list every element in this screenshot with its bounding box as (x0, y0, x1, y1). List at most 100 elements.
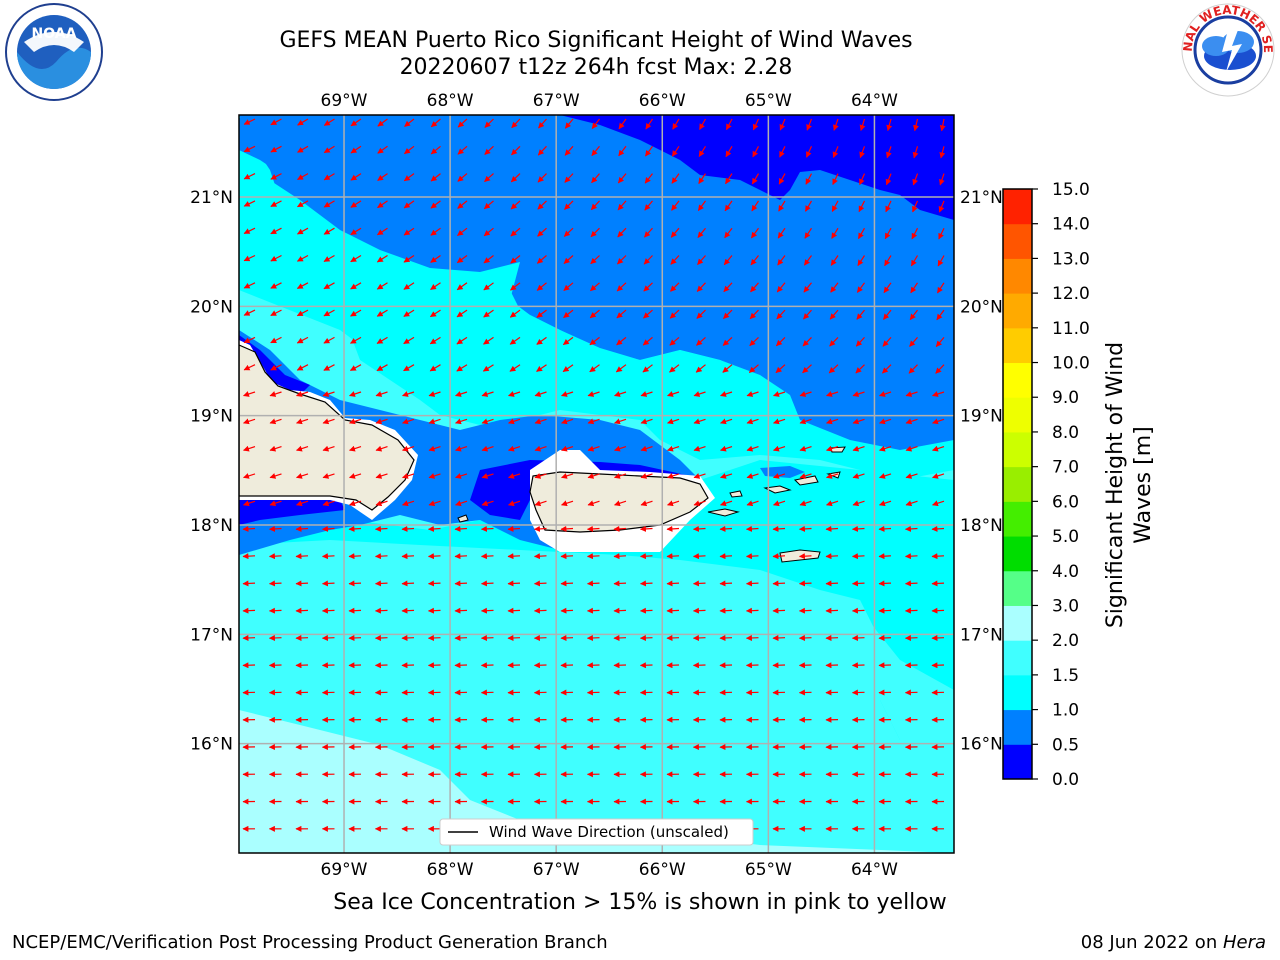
wave-arrow (745, 525, 759, 532)
wave-arrow (323, 173, 335, 181)
map-tick-labels: 69°W 69°W 68°W 68°W 67°W 67°W 66°W 66°W 65°W 65°W… (190, 91, 1003, 880)
wave-arrow (904, 607, 918, 614)
wave-arrow (270, 254, 282, 262)
lon-tick-label-top: 68°W (427, 91, 474, 111)
wave-arrow (376, 254, 388, 263)
colorbar-label-line1: Significant Height of Wind (1103, 342, 1128, 628)
wave-arrow (886, 118, 893, 132)
wave-arrow (852, 500, 865, 507)
wave-arrow (879, 445, 892, 452)
wave-arrow (884, 255, 892, 267)
wave-direction-arrows (242, 118, 946, 832)
wave-arrow (270, 282, 282, 289)
wave-arrow (831, 227, 839, 239)
wave-arrow (376, 336, 388, 344)
wave-arrow (667, 473, 680, 479)
wave-arrow (243, 336, 256, 344)
wave-arrow (508, 500, 521, 507)
wave-arrow (533, 607, 547, 614)
footer-host: Hera (1222, 932, 1266, 953)
map-legend: Wind Wave Direction (unscaled) (439, 818, 754, 846)
wave-arrow (269, 473, 282, 479)
wave-arrow (613, 580, 627, 587)
wave-arrow (590, 255, 600, 265)
wave-band-1-0-central (239, 460, 954, 770)
colorbar-tick-label: 11.0 (1052, 319, 1090, 339)
wave-arrow (829, 336, 839, 347)
wave-arrow (693, 418, 706, 425)
wave-arrow (692, 580, 706, 587)
wave-arrow (826, 391, 839, 397)
wave-arrow (804, 200, 813, 212)
wave-arrow (456, 282, 468, 291)
wave-arrow (536, 364, 547, 372)
wave-arrow (349, 445, 362, 452)
wave-arrow (639, 525, 653, 532)
wave-arrow (745, 553, 759, 560)
wave-arrow (777, 227, 786, 239)
wave-arrow (751, 173, 760, 185)
wave-arrow (350, 118, 362, 127)
wave-arrow (806, 146, 813, 158)
wave-arrow (403, 255, 415, 263)
wave-arrow (773, 418, 786, 425)
wave-arrow (377, 173, 388, 181)
wave-arrow (297, 118, 309, 126)
wave-arrow (509, 364, 521, 372)
wave-arrow (885, 200, 892, 213)
wave-arrow (243, 364, 256, 371)
colorbar-swatch (1003, 709, 1032, 745)
wave-arrow (852, 418, 865, 425)
wave-arrow (905, 418, 918, 425)
wave-arrow (534, 500, 547, 507)
wave-arrow (322, 445, 335, 452)
wave-arrow (725, 118, 733, 131)
wave-arrow (614, 418, 627, 425)
wave-arrow (269, 500, 282, 507)
wave-arrow (746, 391, 759, 397)
wave-arrow (296, 445, 309, 452)
wave-arrow (643, 255, 653, 265)
wave-arrow (851, 580, 865, 587)
wave-arrow (882, 364, 892, 374)
wave-arrow (639, 553, 653, 560)
lat-tick-label-left: 16°N (190, 735, 233, 755)
wave-arrow (855, 364, 865, 374)
wave-arrow (614, 473, 627, 479)
wave-band-1-5-east (820, 600, 954, 770)
wave-arrow (640, 445, 653, 452)
sea-ice-caption: Sea Ice Concentration > 15% is shown in … (333, 890, 947, 915)
lat-tick-label-left: 21°N (190, 188, 233, 208)
wave-arrow (826, 445, 839, 452)
wave-band-2-0 (239, 710, 954, 853)
wave-arrow (377, 118, 388, 127)
wave-arrow (806, 118, 813, 131)
wave-arrow (270, 364, 282, 371)
wave-arrow (640, 418, 653, 425)
wave-arrow (321, 580, 335, 587)
wave-arrow (722, 364, 733, 373)
lon-tick-label-bottom: 65°W (745, 860, 792, 880)
wave-arrow (403, 336, 415, 345)
wave-arrow (695, 364, 706, 373)
wave-arrow (832, 118, 839, 131)
wave-arrow (457, 145, 468, 155)
wave-arrow (745, 580, 759, 587)
wave-arrow (750, 227, 759, 239)
wave-arrow (430, 255, 441, 263)
wave-arrow (507, 553, 521, 560)
wave-arrow (851, 553, 865, 560)
wave-arrow (427, 525, 441, 532)
wave-arrow (350, 282, 362, 290)
wave-arrow (719, 525, 733, 532)
wave-arrow (430, 282, 441, 291)
wave-arrow (323, 364, 335, 371)
colorbar-swatch (1003, 466, 1032, 502)
wave-arrow (746, 445, 759, 452)
wave-arrow (536, 255, 547, 264)
wave-band-1-0-tongue (239, 160, 954, 480)
wave-arrow (616, 309, 627, 319)
wave-arrow (349, 364, 362, 371)
wave-arrow (911, 227, 919, 240)
wave-arrow (908, 364, 918, 374)
